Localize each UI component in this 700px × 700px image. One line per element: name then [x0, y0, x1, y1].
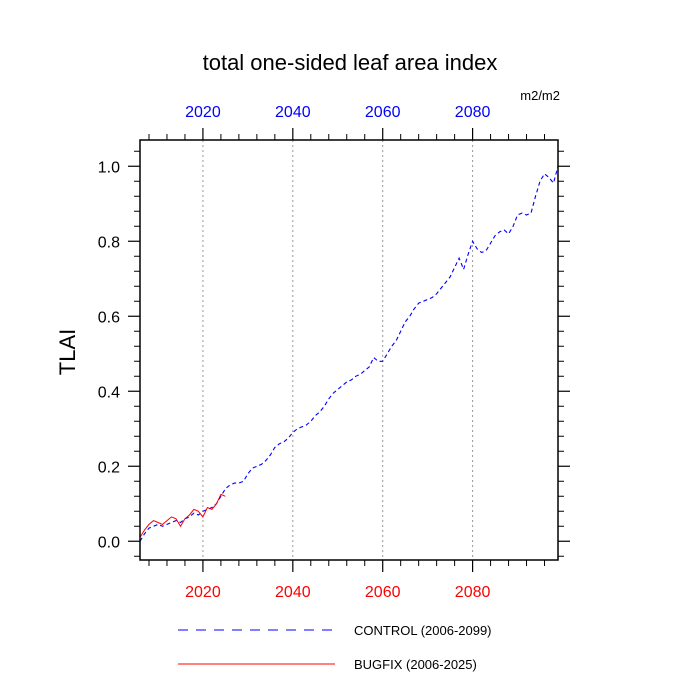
y-tick-label: 0.0 [98, 534, 120, 551]
chart-title: total one-sided leaf area index [203, 50, 498, 75]
bottom-x-tick-label: 2080 [455, 584, 491, 601]
plot-series [139, 166, 559, 542]
y-tick-label: 1.0 [98, 159, 120, 176]
y-tick-label: 0.8 [98, 234, 120, 251]
tick-labels: 0.0 0.2 0.4 0.6 0.8 1.0 2020 2040 2060 2080 2020 20… [98, 104, 491, 601]
legend-bugfix-label: BUGFIX (2006-2025) [354, 657, 477, 672]
y-tick-label: 0.4 [98, 384, 120, 401]
bugfix-series-line [139, 493, 226, 538]
y-axis-label: TLAI [55, 329, 80, 375]
top-x-tick-label: 2040 [275, 104, 311, 121]
y-tick-label: 0.2 [98, 459, 120, 476]
units-label: m2/m2 [520, 88, 560, 103]
bottom-x-tick-label: 2020 [185, 584, 221, 601]
top-x-tick-label: 2020 [185, 104, 221, 121]
top-x-tick-label: 2060 [365, 104, 401, 121]
top-x-tick-label: 2080 [455, 104, 491, 121]
y-tick-label: 0.6 [98, 309, 120, 326]
grid-lines [202, 140, 474, 560]
legend: CONTROL (2006-2099) BUGFIX (2006-2025) [178, 623, 492, 672]
bottom-x-tick-label: 2060 [365, 584, 401, 601]
axis-ticks [128, 128, 570, 572]
legend-control-label: CONTROL (2006-2099) [354, 623, 492, 638]
plot-frame [139, 139, 559, 561]
bottom-x-tick-label: 2040 [275, 584, 311, 601]
